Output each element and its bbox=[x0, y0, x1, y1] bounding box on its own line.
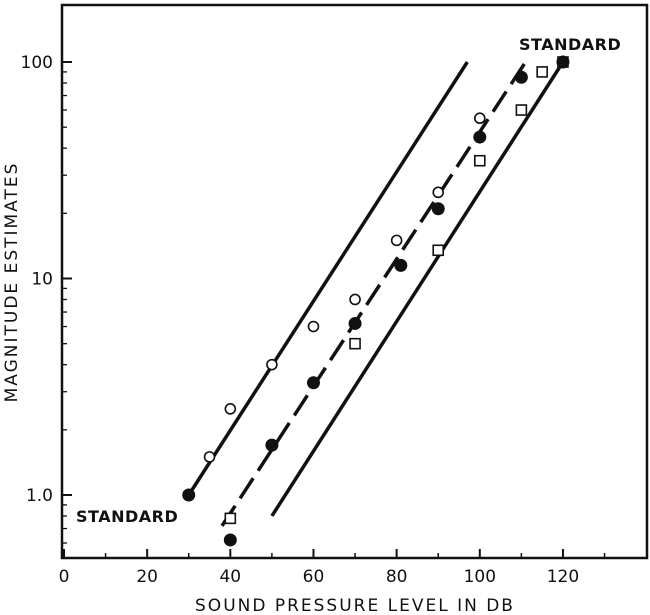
plot-frame bbox=[60, 3, 649, 560]
point-open-square-4 bbox=[515, 104, 528, 116]
point-open-square-3 bbox=[473, 154, 486, 167]
point-filled-circle-7 bbox=[473, 130, 487, 144]
point-filled-circle-0 bbox=[182, 488, 196, 502]
point-open-circle-7 bbox=[432, 186, 445, 199]
point-open-square-6 bbox=[557, 56, 569, 68]
point-open-circle-3 bbox=[266, 358, 278, 371]
fit-line-dashed-1 bbox=[220, 61, 528, 527]
point-open-circle-8 bbox=[473, 112, 486, 125]
y-axis: 1.0 10 100 bbox=[21, 53, 72, 544]
x-tick-label-3: 60 bbox=[303, 567, 325, 587]
x-tick-label-0: 0 bbox=[59, 567, 70, 587]
point-open-circle-5 bbox=[349, 293, 361, 306]
fit-lines bbox=[187, 61, 565, 527]
y-tick-label-1: 10 bbox=[31, 270, 53, 290]
x-tick-label-4: 80 bbox=[386, 567, 408, 587]
point-open-square-0 bbox=[224, 512, 237, 525]
point-open-circle-6 bbox=[390, 234, 403, 247]
point-filled-circle-1 bbox=[223, 533, 237, 547]
point-open-square-1 bbox=[349, 337, 361, 350]
standard-annotation-upper: STANDARD bbox=[519, 35, 621, 54]
x-tick-label-2: 40 bbox=[219, 567, 241, 587]
point-filled-circle-6 bbox=[431, 202, 445, 216]
point-open-circle-4 bbox=[307, 320, 320, 333]
point-filled-circle-4 bbox=[348, 316, 362, 330]
y-axis-label: MAGNITUDE ESTIMATES bbox=[2, 162, 22, 403]
y-tick-label-2: 100 bbox=[21, 53, 53, 73]
x-axis: 0 20 40 60 80 100 120 bbox=[59, 549, 606, 587]
point-open-square-5 bbox=[536, 66, 548, 78]
fit-line-solid-2 bbox=[270, 61, 565, 517]
data-points bbox=[182, 55, 570, 547]
point-open-circle-1 bbox=[203, 451, 216, 463]
y-tick-label-0: 1.0 bbox=[26, 486, 53, 506]
fit-line-solid-0 bbox=[187, 61, 469, 496]
standard-annotation-lower: STANDARD bbox=[76, 507, 178, 526]
point-filled-circle-3 bbox=[306, 376, 320, 390]
point-open-square-2 bbox=[432, 244, 445, 257]
point-filled-circle-2 bbox=[265, 438, 279, 452]
point-open-circle-2 bbox=[224, 403, 237, 415]
x-axis-label: SOUND PRESSURE LEVEL IN DB bbox=[195, 596, 515, 615]
x-tick-label-5: 100 bbox=[464, 567, 496, 587]
x-tick-label-6: 120 bbox=[547, 567, 579, 587]
x-tick-label-1: 20 bbox=[136, 567, 158, 587]
point-filled-circle-8 bbox=[514, 70, 528, 84]
point-filled-circle-5 bbox=[394, 258, 408, 272]
